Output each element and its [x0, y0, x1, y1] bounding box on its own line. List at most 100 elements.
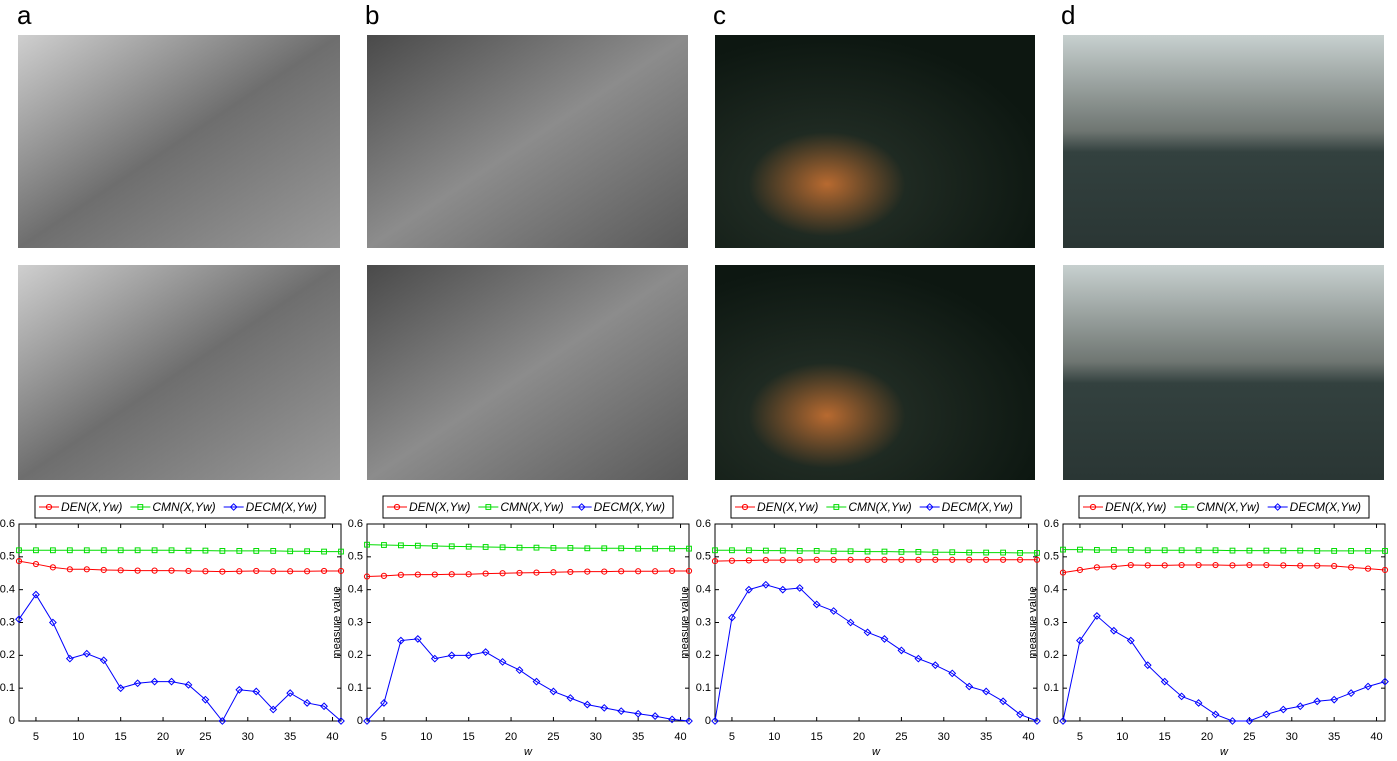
marker — [1297, 562, 1304, 569]
marker — [168, 547, 175, 554]
x-axis-label: w — [1220, 746, 1229, 758]
marker — [925, 503, 934, 511]
marker — [999, 697, 1008, 706]
marker — [304, 568, 311, 575]
marker — [686, 545, 692, 552]
marker — [236, 568, 243, 575]
legend: DEN(X,Yw) CMN(X,Yw) DECM(X,Yw) — [730, 495, 1022, 519]
marker — [219, 568, 226, 575]
marker — [447, 651, 456, 660]
marker — [380, 572, 388, 579]
marker — [229, 503, 238, 511]
marker — [729, 547, 735, 554]
marker — [236, 548, 243, 554]
marker — [393, 503, 401, 511]
marker — [413, 635, 422, 643]
marker — [1348, 564, 1355, 571]
marker — [321, 548, 327, 555]
x-tick-label: 25 — [199, 731, 211, 743]
panel-label: c — [713, 0, 726, 30]
y-tick-label: 0.5 — [1044, 551, 1059, 563]
marker — [634, 709, 643, 718]
marker — [516, 569, 523, 577]
marker — [1059, 569, 1067, 576]
marker — [1033, 717, 1041, 725]
x-tick-label: 30 — [590, 731, 602, 743]
marker — [600, 703, 609, 712]
panel-label: a — [17, 0, 32, 30]
x-tick-label: 15 — [463, 731, 475, 743]
legend: DEN(X,Yw) CMN(X,Yw) DECM(X,Yw) — [382, 495, 674, 519]
x-tick-label: 30 — [938, 731, 950, 743]
marker — [915, 556, 922, 563]
marker — [741, 503, 749, 511]
marker — [430, 654, 439, 663]
marker — [287, 568, 294, 575]
marker — [880, 635, 889, 643]
y-tick-label: 0 — [357, 715, 363, 727]
marker — [1127, 547, 1134, 553]
marker — [1110, 563, 1117, 570]
marker — [1280, 562, 1287, 569]
marker — [1314, 562, 1321, 569]
marker — [795, 584, 804, 592]
legend-box — [34, 495, 326, 519]
marker — [45, 503, 53, 511]
marker — [33, 547, 39, 554]
marker — [833, 504, 840, 510]
marker — [150, 677, 159, 686]
marker — [652, 568, 659, 575]
marker — [481, 648, 490, 656]
marker — [1212, 561, 1219, 569]
y-tick-label: 0.3 — [348, 616, 363, 628]
marker — [1297, 547, 1304, 554]
marker — [1263, 561, 1270, 569]
marker — [1364, 682, 1372, 691]
marker — [567, 568, 574, 576]
marker — [745, 557, 752, 564]
x-tick-label: 15 — [811, 731, 823, 743]
y-tick-label: 0.1 — [348, 682, 363, 694]
y-tick-label: 0.5 — [0, 551, 15, 563]
marker — [948, 669, 957, 678]
marker — [1161, 547, 1168, 554]
legend-label: CMN(X,Yw) — [152, 500, 215, 514]
y-tick-label: 0.1 — [0, 682, 15, 694]
marker — [566, 694, 575, 702]
marker — [728, 557, 736, 564]
marker — [583, 700, 592, 709]
legend: DEN(X,Yw) CMN(X,Yw) DECM(X,Yw) — [34, 495, 326, 519]
marker — [577, 503, 586, 511]
marker — [364, 541, 370, 548]
marker — [1195, 561, 1202, 569]
marker — [966, 556, 973, 563]
marker — [338, 548, 344, 555]
marker — [1347, 689, 1356, 697]
marker — [134, 547, 141, 554]
marker — [32, 560, 40, 568]
marker — [397, 571, 404, 578]
marker — [320, 702, 328, 711]
y-tick-label: 0.2 — [0, 649, 15, 661]
x-axis-label: w — [524, 746, 533, 758]
marker — [779, 557, 786, 564]
marker — [83, 547, 90, 554]
y-tick-label: 0.1 — [1044, 682, 1059, 694]
y-tick-label: 0.2 — [348, 649, 363, 661]
marker — [1381, 677, 1389, 686]
marker — [1177, 692, 1186, 701]
marker — [711, 717, 719, 725]
marker — [117, 547, 124, 554]
marker — [830, 556, 837, 563]
marker — [499, 570, 506, 577]
photo — [367, 35, 688, 248]
marker — [1093, 564, 1100, 571]
photo — [18, 35, 340, 248]
marker — [1262, 710, 1271, 719]
y-tick-label: 0.4 — [0, 584, 15, 596]
photo — [18, 265, 340, 480]
marker — [1144, 547, 1151, 554]
legend-label: CMN(X,Yw) — [500, 500, 563, 514]
legend-label: CMN(X,Yw) — [848, 500, 911, 514]
marker — [932, 549, 939, 556]
